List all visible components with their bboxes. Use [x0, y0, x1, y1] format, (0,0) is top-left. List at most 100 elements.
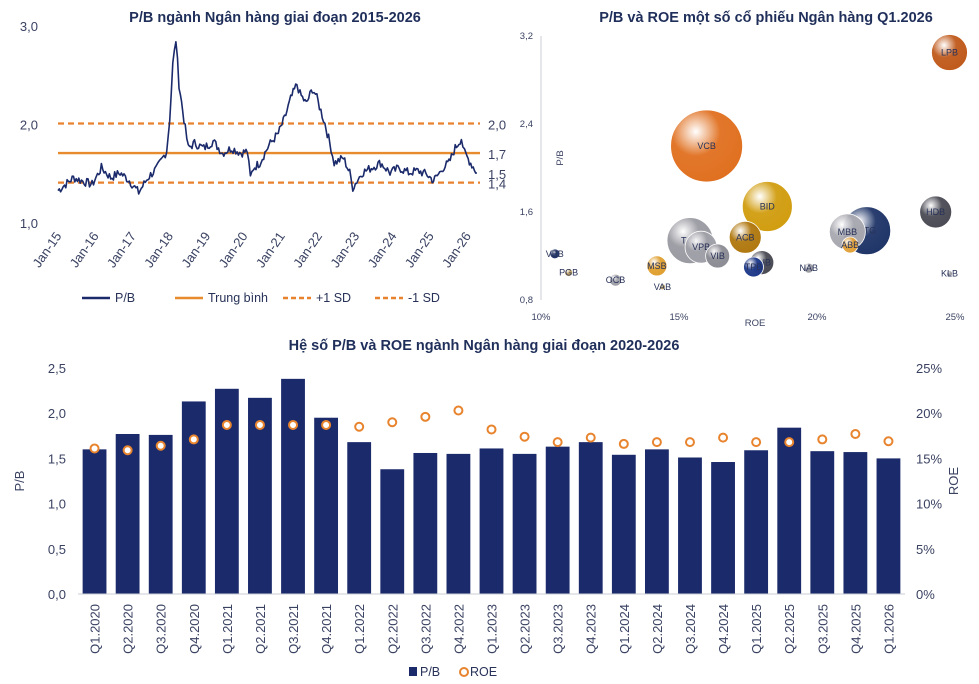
x-tick-label: Jan-25	[402, 229, 437, 270]
pb-bar	[82, 449, 107, 594]
legend-swatch	[409, 667, 417, 676]
x-tick-label: Q1.2020	[88, 604, 103, 654]
bubble-label: VIB	[710, 251, 725, 261]
y-tick-label: 2,4	[520, 119, 533, 130]
roe-marker	[321, 419, 332, 430]
x-tick-label: Q2.2025	[782, 604, 797, 654]
x-tick-label: Jan-21	[253, 229, 288, 270]
bubble-label: OCB	[606, 275, 626, 285]
scatter-title: P/B và ROE một số cổ phiếu Ngân hàng Q1.…	[599, 10, 933, 26]
x-tick-label: Q1.2023	[485, 604, 500, 654]
roe-marker	[883, 436, 894, 447]
pb-bar	[545, 446, 570, 594]
roe-marker	[486, 424, 497, 435]
x-tick-label: Q3.2022	[418, 604, 433, 654]
bubble-label: VAB	[654, 282, 671, 292]
annotation-label: 2,0	[488, 118, 506, 133]
bubble-klb	[946, 270, 953, 278]
x-tick-label: Q4.2025	[848, 604, 863, 654]
x-tick-label: Q4.2023	[584, 604, 599, 654]
x-tick-label: Q3.2025	[815, 604, 830, 654]
bubble-label: LPB	[941, 48, 958, 58]
bubble-label: ACB	[736, 232, 755, 242]
bubble-nab	[803, 262, 815, 274]
bubble-vib	[705, 243, 731, 269]
y2-tick-label: 25%	[916, 361, 942, 376]
bubble-label: HDB	[926, 207, 945, 217]
pb-bar	[181, 401, 206, 594]
bubble-label: MBB	[838, 227, 858, 237]
x-tick-label: Jan-15	[29, 229, 64, 270]
bubble-label: KLB	[941, 269, 958, 279]
bubble-lpb	[931, 34, 968, 71]
y-tick-label: 0,8	[520, 295, 533, 306]
bubble-label: ABB	[841, 240, 859, 250]
y-tick-label: 1,6	[520, 207, 533, 218]
x-tick-label: Q1.2022	[352, 604, 367, 654]
y2-tick-label: 0%	[916, 587, 935, 602]
pb-bar	[578, 442, 603, 594]
pb-bar	[644, 449, 669, 594]
y-tick-label: 2,5	[48, 361, 66, 376]
bar-chart-title: Hệ số P/B và ROE ngành Ngân hàng giai đo…	[289, 338, 680, 354]
x-tick-label: Q2.2024	[650, 604, 665, 654]
y-tick-label: 1,5	[48, 451, 66, 466]
x-tick-label: Q4.2024	[716, 604, 731, 654]
y-tick-label: 0,5	[48, 542, 66, 557]
pb-series-line	[57, 40, 478, 195]
pb-history-chart: P/B ngành Ngân hàng giai đoạn 2015-2026 3…	[20, 10, 506, 305]
roe-marker	[188, 434, 199, 445]
pb-bar	[281, 378, 305, 594]
bubble-label: MSB	[647, 261, 667, 271]
roe-marker	[552, 437, 563, 448]
annotation-label: 1,5	[488, 167, 506, 182]
pb-bar	[711, 462, 735, 594]
x-tick-label: Jan-24	[364, 229, 399, 270]
roe-marker	[718, 432, 729, 443]
x-tick-label: 10%	[531, 312, 551, 323]
annotation-label: 1,7	[488, 147, 506, 162]
x-tick-label: Q2.2023	[518, 604, 533, 654]
y-tick-label: 2,0	[20, 118, 38, 133]
bubble-hdb	[919, 195, 953, 229]
x-tick-label: Q2.2022	[385, 604, 400, 654]
bubble-tpb	[743, 256, 764, 278]
bubble-label: VBB	[546, 249, 564, 259]
roe-marker	[221, 419, 232, 430]
roe-marker	[850, 428, 861, 439]
roe-marker	[618, 438, 629, 449]
bubble-msb	[646, 255, 668, 277]
x-tick-label: 15%	[669, 312, 689, 323]
bubble-label: TPB	[745, 262, 763, 272]
y2-tick-label: 10%	[916, 497, 942, 512]
pb-bar	[380, 469, 405, 594]
roe-marker	[684, 437, 695, 448]
bubble-label: CTG	[857, 226, 876, 236]
x-tick-label: Q4.2022	[451, 604, 466, 654]
x-tick-label: Jan-18	[141, 229, 176, 270]
bubble-label: BID	[760, 202, 776, 212]
pb-bar	[413, 452, 438, 594]
y-tick-label: 0,0	[48, 587, 66, 602]
pb-bar	[810, 451, 835, 594]
roe-marker	[155, 440, 166, 451]
pb-roe-bar-chart: Hệ số P/B và ROE ngành Ngân hàng giai đo…	[12, 338, 961, 679]
roe-marker	[122, 445, 133, 456]
bubble-label: VCB	[697, 141, 716, 151]
roe-marker	[784, 437, 795, 448]
x-tick-label: Q3.2023	[551, 604, 566, 654]
x-tick-label: Q3.2021	[286, 604, 301, 654]
pb-roe-bubble-chart: P/B và ROE một số cổ phiếu Ngân hàng Q1.…	[520, 10, 968, 329]
x-tick-label: Q1.2026	[881, 604, 896, 654]
pb-bar	[148, 434, 173, 594]
x-tick-label: Jan-16	[67, 229, 102, 270]
x-tick-label: Q1.2025	[749, 604, 764, 654]
bubble-pgb	[564, 268, 573, 277]
pb-bar	[744, 450, 769, 594]
pb-bar	[479, 448, 504, 594]
bubble-vbb	[549, 248, 561, 260]
bubble-vab	[659, 283, 666, 291]
y2-tick-label: 20%	[916, 406, 942, 421]
x-tick-label: Jan-23	[327, 229, 362, 270]
